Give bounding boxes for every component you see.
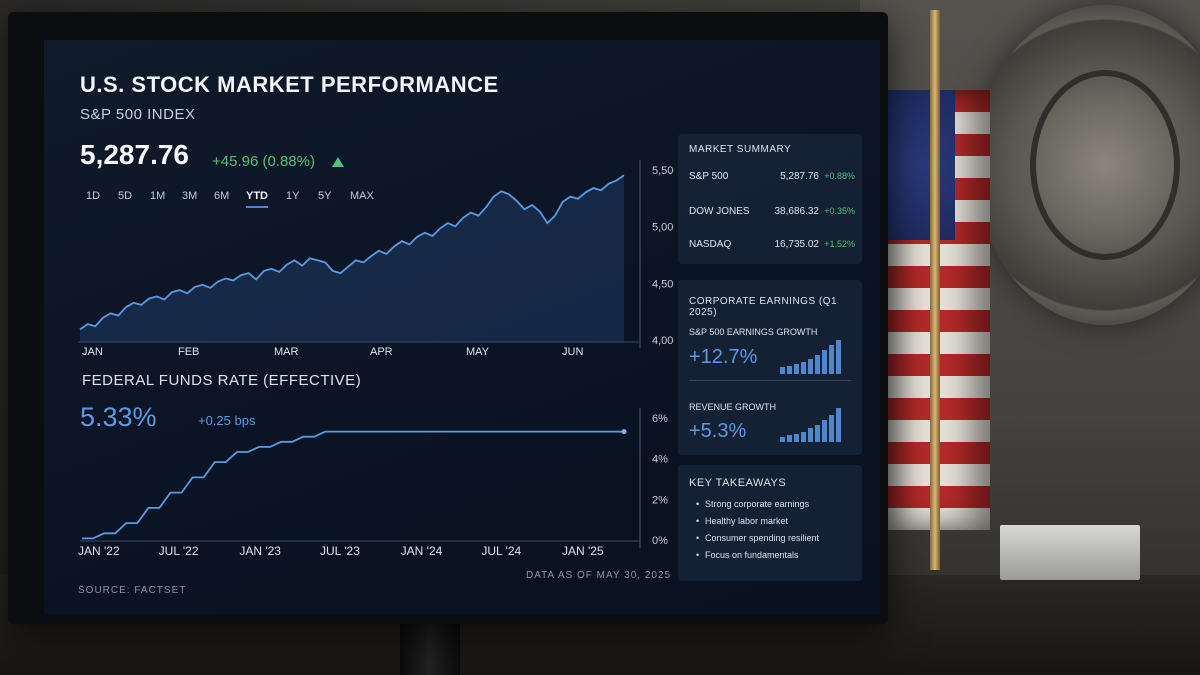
revenue-growth-label: REVENUE GROWTH	[689, 402, 777, 412]
index-price: 5,287.76	[80, 139, 189, 170]
earnings-divider	[689, 380, 851, 381]
x-tick-label: JAN '22	[78, 544, 120, 558]
summary-name: NASDAQ	[689, 239, 732, 250]
summary-name: S&P 500	[689, 171, 729, 182]
y-tick-label: 4,000	[652, 335, 674, 347]
sp500-line-chart: 5,500 5,000 4,500 4,000 JAN FEB MAR APR MAY JUN	[78, 160, 674, 358]
monitor-stand	[400, 615, 460, 675]
y-tick-label: 5,500	[652, 165, 674, 177]
takeaways-list: Strong corporate earnings Healthy labor …	[696, 499, 819, 567]
x-tick-label: JAN '24	[401, 544, 443, 558]
as-of-note: DATA AS OF MAY 30, 2025	[526, 570, 672, 581]
growth-bar	[787, 435, 792, 442]
x-tick-label: JAN '23	[239, 544, 281, 558]
takeaway-item: Healthy labor market	[696, 516, 819, 526]
growth-bar	[836, 340, 841, 374]
y-tick-label: 2%	[652, 494, 668, 506]
growth-bar	[808, 358, 813, 374]
range-3m[interactable]: 3M	[182, 190, 198, 202]
takeaway-item: Consumer spending resilient	[696, 533, 819, 543]
y-tick-label: 4%	[652, 454, 668, 466]
takeaway-item: Focus on fundamentals	[696, 550, 819, 560]
range-1y[interactable]: 1Y	[286, 190, 300, 202]
us-flag-canton	[885, 90, 955, 240]
area-fill	[80, 175, 624, 342]
growth-bar	[815, 355, 820, 374]
takeaways-title: KEY TAKEAWAYS	[689, 477, 787, 489]
series-line	[79, 174, 625, 331]
earnings-growth-label: S&P 500 EARNINGS GROWTH	[689, 327, 818, 337]
summary-change: +0.35%	[824, 206, 855, 216]
x-tick-label: JAN	[82, 346, 103, 358]
earnings-card: CORPORATE EARNINGS (Q1 2025) S&P 500 EAR…	[678, 280, 862, 455]
seal-eagle-emblem	[1030, 70, 1180, 260]
growth-bar	[801, 431, 806, 442]
summary-change: +1.52%	[824, 239, 855, 249]
growth-bar	[822, 350, 827, 374]
earnings-growth-value: +12.7%	[689, 346, 758, 368]
fed-funds-line-chart: 6% 4% 2% 0% JAN '22 JUL '22 JAN '23 JUL '23 JAN …	[78, 408, 668, 558]
source-note: SOURCE: FACTSET	[78, 585, 187, 596]
series-line	[82, 430, 624, 540]
growth-bar	[822, 419, 827, 442]
fed-funds-change: +0.25 bps	[198, 413, 256, 428]
summary-value: 16,735.02	[774, 239, 820, 250]
summary-value: 5,287.76	[780, 171, 819, 182]
x-tick-label: JUL '22	[159, 544, 199, 558]
fed-funds-title: FEDERAL FUNDS RATE (EFFECTIVE)	[82, 372, 362, 389]
takeaway-item: Strong corporate earnings	[696, 499, 819, 509]
x-tick-label: JUN	[562, 346, 583, 358]
y-tick-label: 0%	[652, 535, 668, 547]
series-end-point	[621, 429, 627, 435]
growth-bar	[801, 362, 806, 374]
summary-value: 38,686.32	[774, 206, 820, 217]
x-tick-label: MAR	[274, 346, 299, 358]
range-ytd[interactable]: YTD	[246, 190, 268, 208]
growth-bar	[794, 433, 799, 442]
up-triangle-icon	[332, 157, 344, 167]
revenue-growth-bars	[780, 406, 852, 442]
growth-bar	[836, 408, 841, 442]
range-5y[interactable]: 5Y	[318, 190, 332, 202]
revenue-growth-value: +5.3%	[689, 420, 747, 442]
summary-name: DOW JONES	[689, 206, 750, 217]
x-tick-label: JUL '23	[320, 544, 360, 558]
x-tick-label: MAY	[466, 346, 490, 358]
y-tick-label: 4,500	[652, 278, 674, 290]
market-summary-title: MARKET SUMMARY	[689, 144, 792, 155]
range-1m[interactable]: 1M	[150, 190, 166, 202]
growth-bar	[787, 365, 792, 374]
growth-bar	[780, 436, 785, 442]
flag-pole	[930, 10, 940, 570]
index-change: +45.96 (0.88%)	[212, 153, 315, 170]
takeaways-card: KEY TAKEAWAYS Strong corporate earnings …	[678, 465, 862, 581]
index-subtitle: S&P 500 INDEX	[80, 106, 196, 123]
x-tick-label: JAN '25	[562, 544, 604, 558]
dashboard-screen: U.S. STOCK MARKET PERFORMANCE S&P 500 IN…	[44, 40, 880, 615]
growth-bar	[815, 425, 820, 442]
range-1d[interactable]: 1D	[86, 190, 101, 202]
growth-bar	[808, 428, 813, 442]
earnings-title: CORPORATE EARNINGS (Q1 2025)	[689, 296, 838, 318]
y-tick-label: 5,000	[652, 222, 674, 234]
range-selector: 1D 5D 1M 3M 6M YTD 1Y 5Y MAX	[86, 190, 382, 208]
fed-funds-value: 5.33%	[80, 402, 157, 432]
earnings-growth-bars	[780, 338, 852, 374]
monitor: U.S. STOCK MARKET PERFORMANCE S&P 500 IN…	[8, 12, 888, 624]
growth-bar	[829, 345, 834, 374]
range-6m[interactable]: 6M	[214, 190, 230, 202]
y-tick-label: 6%	[652, 413, 668, 425]
summary-change: +0.88%	[824, 171, 855, 181]
range-max[interactable]: MAX	[350, 190, 374, 202]
market-summary-card: MARKET SUMMARY S&P 500 5,287.76 +0.88% D…	[678, 134, 862, 264]
growth-bar	[780, 367, 785, 374]
x-tick-label: FEB	[178, 346, 199, 358]
growth-bar	[794, 363, 799, 374]
growth-bar	[829, 414, 834, 442]
paper-stack	[1000, 525, 1140, 580]
page-title: U.S. STOCK MARKET PERFORMANCE	[80, 72, 499, 97]
x-tick-label: APR	[370, 346, 393, 358]
x-tick-label: JUL '24	[481, 544, 521, 558]
range-5d[interactable]: 5D	[118, 190, 133, 202]
